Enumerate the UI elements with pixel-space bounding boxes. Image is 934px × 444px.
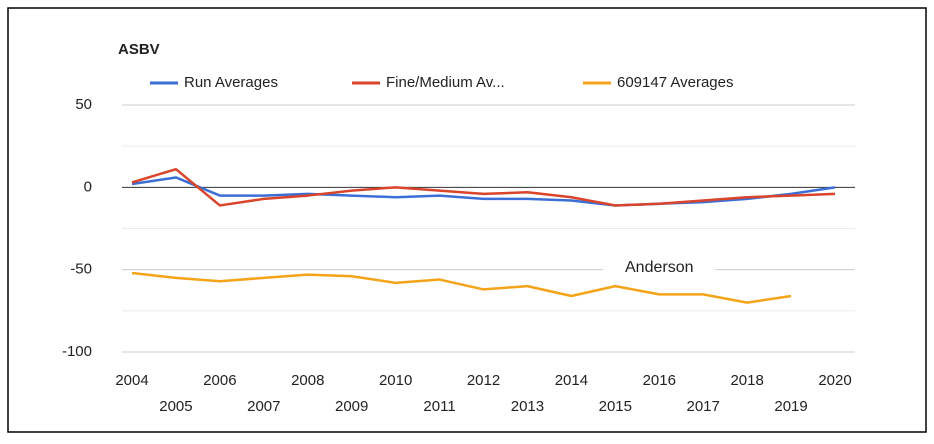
x-tick-label: 2011 bbox=[423, 398, 455, 415]
annotation-bg bbox=[603, 257, 716, 282]
x-tick-label: 2015 bbox=[599, 398, 632, 415]
y-tick-label: 50 bbox=[75, 96, 92, 113]
x-tick-label: 2004 bbox=[115, 372, 148, 389]
annotation: Anderson bbox=[625, 259, 694, 276]
x-tick-label: 2012 bbox=[467, 372, 500, 389]
x-tick-label: 2010 bbox=[379, 372, 412, 389]
legend-label: Fine/Medium Av... bbox=[386, 74, 505, 91]
x-tick-label: 2009 bbox=[335, 398, 368, 415]
x-tick-label: 2008 bbox=[291, 372, 324, 389]
y-tick-label: -100 bbox=[62, 343, 92, 360]
series-line bbox=[131, 167, 836, 207]
x-tick-label: 2005 bbox=[159, 398, 192, 415]
series-line bbox=[131, 271, 792, 304]
x-tick-label: 2019 bbox=[774, 398, 807, 415]
x-tick-label: 2013 bbox=[511, 398, 544, 415]
legend-label: 609147 Averages bbox=[617, 74, 734, 91]
y-tick-label: -50 bbox=[70, 261, 92, 278]
frame bbox=[7, 7, 927, 433]
x-tick-label: 2018 bbox=[730, 372, 763, 389]
y-tick-label: 0 bbox=[84, 178, 92, 195]
x-tick-label: 2007 bbox=[247, 398, 280, 415]
chart-title: ASBV bbox=[118, 41, 160, 58]
x-tick-label: 2017 bbox=[687, 398, 720, 415]
x-tick-label: 2020 bbox=[818, 372, 851, 389]
x-tick-label: 2014 bbox=[555, 372, 588, 389]
x-tick-label: 2006 bbox=[203, 372, 236, 389]
x-tick-label: 2016 bbox=[643, 372, 676, 389]
legend-label: Run Averages bbox=[184, 74, 278, 91]
series-line bbox=[131, 176, 836, 207]
